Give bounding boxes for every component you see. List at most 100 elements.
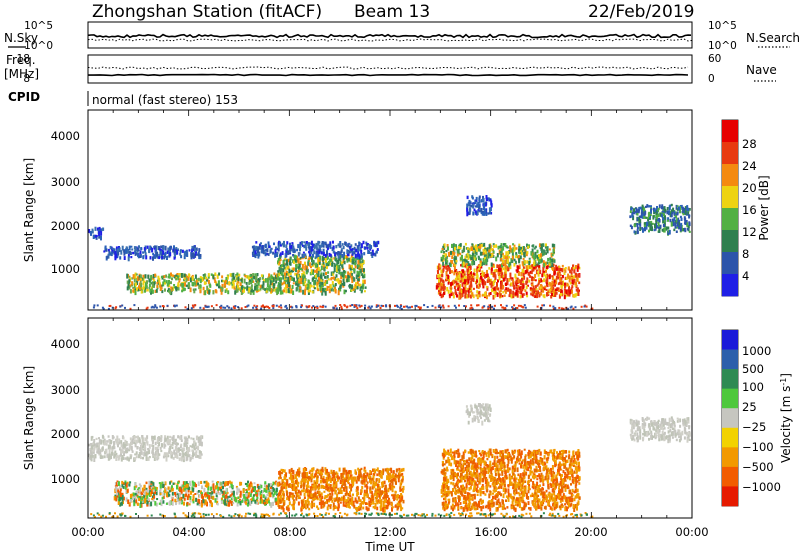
frequency-panel: 18 8 60 0 Freq. [MHz] Nave — [4, 53, 777, 85]
heat-cell — [648, 229, 650, 233]
heat-cell — [237, 496, 240, 499]
heat-cell — [380, 499, 383, 503]
heat-cell — [463, 270, 466, 275]
heat-cell — [445, 263, 448, 268]
heat-cell — [148, 249, 151, 254]
heat-cell — [137, 276, 139, 282]
heat-cell — [163, 288, 166, 292]
heat-cell — [312, 248, 315, 252]
heat-cell — [461, 249, 464, 254]
heat-cell — [341, 283, 344, 287]
heat-cell — [129, 481, 132, 484]
heat-cell — [487, 305, 490, 308]
heat-cell — [348, 275, 351, 279]
heat-cell — [639, 206, 642, 210]
heat-cell — [309, 476, 312, 480]
heat-cell — [448, 267, 451, 270]
heat-cell — [518, 286, 521, 290]
heat-cell — [486, 273, 489, 278]
heat-cell — [513, 284, 516, 289]
heat-cell — [540, 278, 542, 283]
heat-cell — [216, 481, 218, 486]
heat-cell — [284, 272, 286, 276]
heat-cell — [317, 259, 320, 264]
heat-cell — [374, 252, 377, 257]
heat-cell — [179, 253, 182, 256]
heat-cell — [454, 256, 456, 262]
heat-cell — [161, 253, 163, 257]
heat-cell — [565, 277, 568, 280]
heat-cell — [162, 491, 165, 497]
heat-cell — [537, 262, 540, 266]
heat-cell — [237, 306, 240, 309]
heat-cell — [139, 285, 142, 291]
heat-cell — [126, 443, 129, 446]
heat-cell — [682, 209, 685, 213]
heat-cell — [204, 282, 207, 285]
heat-cell — [538, 279, 541, 283]
heat-cell — [346, 278, 349, 283]
heat-cell — [308, 284, 311, 289]
heat-cell — [239, 490, 242, 496]
heat-cell — [185, 444, 188, 447]
heat-cell — [236, 282, 239, 287]
heat-cell — [238, 273, 241, 277]
heat-cell — [569, 282, 572, 285]
heat-cell — [138, 497, 141, 502]
heat-cell — [396, 304, 398, 307]
heat-cell — [109, 245, 112, 250]
heat-cell — [443, 243, 446, 249]
heat-cell — [476, 266, 479, 269]
heat-cell — [126, 489, 129, 493]
heat-cell — [563, 292, 566, 296]
heat-cell — [549, 282, 552, 287]
heat-cell — [121, 483, 124, 488]
heat-cell — [279, 279, 282, 283]
heat-cell — [186, 483, 189, 488]
heat-cell — [511, 259, 514, 263]
heat-cell — [419, 306, 422, 309]
heat-cell — [202, 277, 205, 281]
heat-cell — [342, 270, 345, 275]
heat-cell — [105, 248, 108, 252]
heat-cell — [231, 484, 233, 489]
heat-cell — [342, 278, 345, 283]
heat-cell — [524, 289, 527, 292]
heat-cell — [534, 261, 537, 266]
heat-cell — [102, 440, 105, 445]
heat-cell — [171, 277, 173, 281]
heat-cell — [158, 502, 161, 505]
heat-cell — [249, 499, 251, 503]
heat-cell — [415, 304, 418, 307]
heat-cell — [531, 248, 534, 254]
heat-cell — [114, 438, 117, 442]
heat-cell — [516, 307, 519, 309]
heat-cell — [321, 255, 324, 261]
heat-cell — [239, 481, 242, 486]
heat-cell — [673, 212, 676, 216]
freq-right-tick-bottom: 0 — [708, 73, 715, 85]
heat-cell — [175, 248, 177, 252]
heat-cell — [174, 498, 177, 503]
heat-cell — [334, 276, 336, 281]
heat-cell — [442, 261, 445, 266]
heat-cell — [151, 489, 154, 494]
heat-cell — [143, 484, 146, 489]
heat-cell — [317, 250, 320, 254]
heat-cell — [285, 244, 288, 249]
heat-cell — [127, 249, 129, 254]
heat-cell — [317, 274, 320, 277]
heat-cell — [166, 435, 169, 440]
heat-cell — [232, 495, 235, 499]
heat-cell — [234, 305, 237, 308]
heat-cell — [308, 305, 311, 308]
heat-cell — [566, 307, 569, 310]
heat-cell — [557, 287, 560, 292]
heat-cell — [236, 491, 239, 495]
heat-cell — [554, 267, 557, 271]
heat-cell — [409, 306, 411, 309]
heat-cell — [199, 278, 202, 284]
heat-cell — [486, 248, 489, 252]
heat-cell — [255, 290, 258, 293]
heat-cell — [511, 251, 514, 257]
